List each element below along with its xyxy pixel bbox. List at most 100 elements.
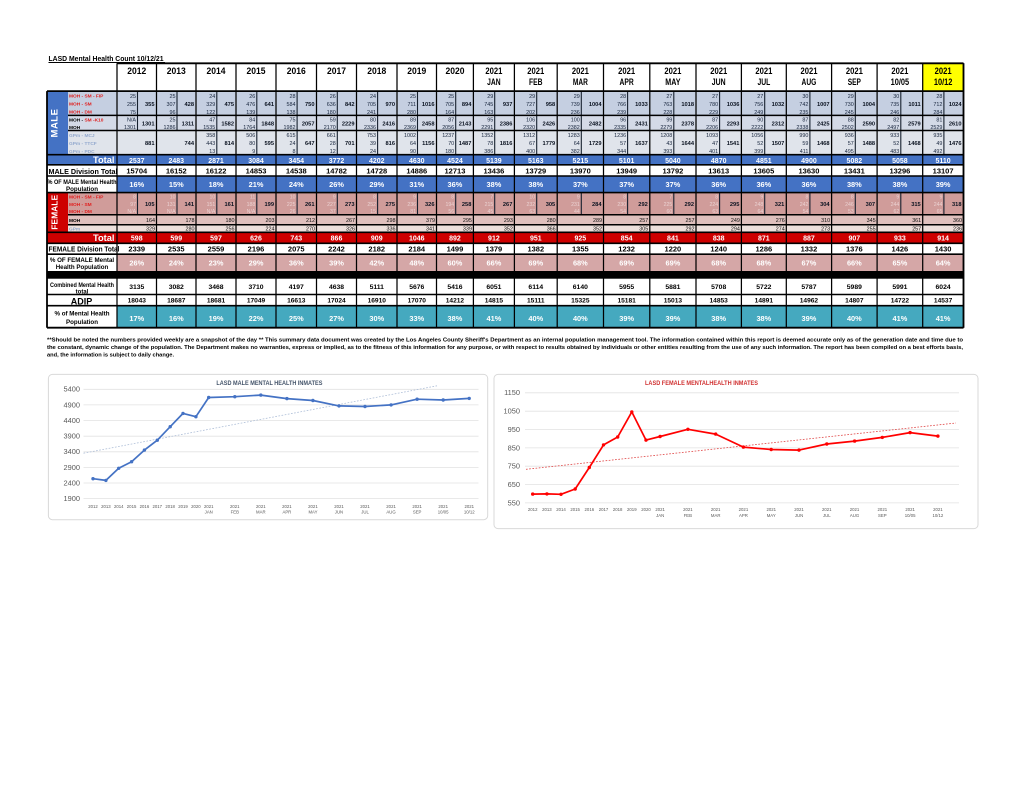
svg-text:64: 64 [410, 141, 416, 147]
svg-text:739: 739 [571, 102, 580, 108]
svg-text:67: 67 [529, 141, 535, 147]
svg-text:30: 30 [802, 94, 808, 100]
svg-text:161: 161 [225, 202, 235, 208]
svg-text:2021: 2021 [204, 504, 214, 509]
svg-text:9: 9 [940, 195, 943, 201]
svg-text:1900: 1900 [64, 494, 80, 503]
svg-text:256: 256 [226, 226, 235, 232]
svg-text:295: 295 [730, 202, 740, 208]
svg-text:59: 59 [802, 141, 808, 147]
svg-text:1535: 1535 [203, 125, 215, 131]
svg-text:1487: 1487 [459, 141, 472, 147]
svg-text:MAR: MAR [573, 77, 588, 88]
svg-text:25: 25 [170, 94, 176, 100]
svg-text:1033: 1033 [635, 102, 648, 108]
svg-text:MAY: MAY [665, 77, 681, 88]
svg-text:JAN: JAN [205, 509, 213, 514]
svg-text:1816: 1816 [500, 141, 513, 147]
svg-text:339: 339 [463, 226, 472, 232]
svg-text:236: 236 [953, 226, 962, 232]
svg-text:750: 750 [305, 102, 315, 108]
svg-text:2019: 2019 [178, 504, 188, 509]
svg-text:FEB: FEB [684, 513, 692, 518]
svg-text:14728: 14728 [366, 167, 387, 176]
svg-text:2900: 2900 [64, 463, 80, 472]
svg-text:2020: 2020 [191, 504, 201, 509]
svg-text:MOH - DM: MOH - DM [69, 209, 92, 215]
svg-text:2021: 2021 [256, 504, 266, 509]
svg-text:28: 28 [620, 94, 626, 100]
svg-text:5787: 5787 [801, 284, 816, 291]
svg-text:69%: 69% [619, 258, 634, 267]
svg-text:1488: 1488 [862, 141, 875, 147]
svg-text:1156: 1156 [422, 141, 434, 147]
svg-text:2016: 2016 [585, 507, 595, 512]
svg-text:16152: 16152 [166, 167, 187, 176]
svg-text:2184: 2184 [408, 244, 426, 253]
svg-text:2021: 2021 [850, 507, 860, 512]
svg-text:39%: 39% [802, 314, 817, 323]
svg-text:88: 88 [848, 118, 854, 124]
svg-text:1541: 1541 [727, 141, 740, 147]
svg-text:315: 315 [911, 202, 921, 208]
svg-text:750: 750 [508, 462, 520, 471]
svg-text:232: 232 [527, 202, 536, 208]
svg-text:26%: 26% [329, 180, 344, 189]
svg-text:LASD Mental Health Count 10/12: LASD Mental Health Count 10/12/21 [49, 54, 164, 63]
svg-text:2017: 2017 [599, 507, 609, 512]
svg-text:48%: 48% [409, 258, 424, 267]
svg-text:1507: 1507 [772, 141, 785, 147]
svg-text:275: 275 [386, 202, 396, 208]
svg-text:63: 63 [529, 209, 535, 215]
svg-text:2021: 2021 [935, 66, 953, 77]
svg-text:29: 29 [487, 94, 493, 100]
svg-text:14537: 14537 [934, 297, 953, 304]
svg-text:550: 550 [508, 498, 520, 507]
svg-text:2012: 2012 [127, 66, 146, 77]
svg-text:26: 26 [249, 94, 255, 100]
svg-text:1582: 1582 [221, 121, 234, 127]
svg-text:9: 9 [333, 195, 336, 201]
svg-text:310: 310 [821, 218, 830, 224]
svg-text:595: 595 [265, 141, 275, 147]
svg-text:230: 230 [617, 202, 626, 208]
svg-text:2320: 2320 [523, 125, 535, 131]
svg-text:641: 641 [265, 102, 275, 108]
svg-text:151: 151 [207, 202, 216, 208]
svg-text:242: 242 [800, 202, 809, 208]
svg-text:345: 345 [867, 218, 876, 224]
svg-text:2019: 2019 [627, 507, 637, 512]
svg-text:Health Population: Health Population [56, 264, 109, 271]
svg-text:3772: 3772 [329, 158, 345, 165]
svg-text:14853: 14853 [710, 297, 729, 304]
svg-text:GPm - TTCF: GPm - TTCF [69, 141, 97, 147]
svg-text:FEB: FEB [529, 77, 543, 88]
svg-text:24: 24 [209, 94, 215, 100]
svg-text:267: 267 [346, 218, 355, 224]
svg-text:871: 871 [758, 236, 770, 243]
svg-text:727: 727 [526, 102, 535, 108]
svg-text:Total: Total [93, 155, 115, 165]
svg-text:9: 9 [896, 195, 899, 201]
svg-text:3082: 3082 [169, 284, 184, 291]
svg-text:235: 235 [799, 110, 808, 116]
svg-text:742: 742 [799, 102, 808, 108]
svg-text:854: 854 [621, 236, 633, 243]
svg-text:29%: 29% [369, 180, 384, 189]
svg-text:2021: 2021 [755, 66, 773, 77]
svg-text:280: 280 [186, 226, 195, 232]
svg-text:4851: 4851 [756, 158, 772, 165]
svg-text:24: 24 [370, 94, 376, 100]
svg-text:361: 361 [912, 218, 921, 224]
svg-text:1046: 1046 [409, 236, 425, 243]
svg-text:GPm - PDC: GPm - PDC [69, 149, 95, 155]
svg-text:2386: 2386 [500, 121, 513, 127]
svg-text:FEB: FEB [231, 509, 239, 514]
svg-text:2021: 2021 [485, 66, 503, 77]
svg-text:358: 358 [206, 133, 215, 139]
svg-text:43: 43 [666, 141, 672, 147]
svg-text:2021: 2021 [878, 507, 888, 512]
svg-text:9: 9 [252, 149, 255, 155]
svg-text:280: 280 [407, 110, 416, 116]
svg-text:4900: 4900 [64, 400, 80, 409]
